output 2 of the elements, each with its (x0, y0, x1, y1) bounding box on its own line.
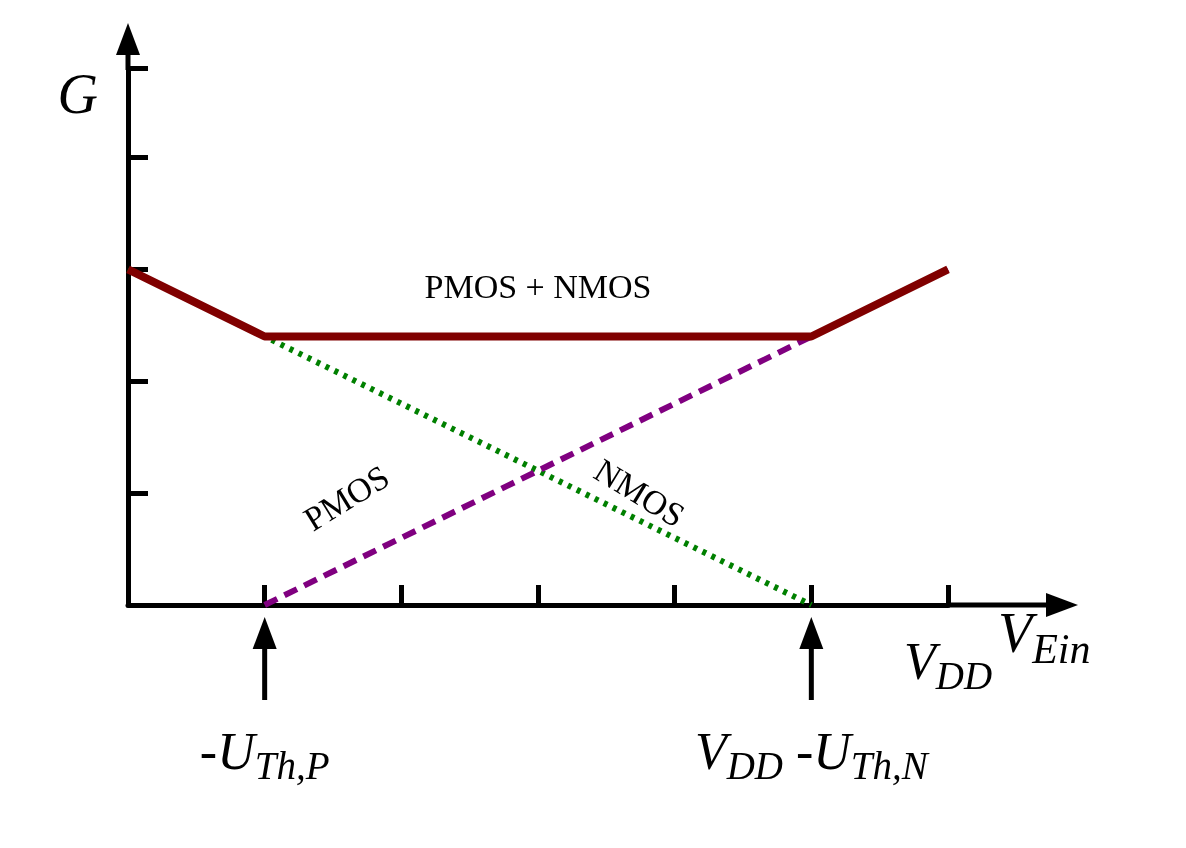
y-axis-title: G (57, 63, 98, 125)
series-label: PMOS + NMOS (424, 268, 652, 305)
